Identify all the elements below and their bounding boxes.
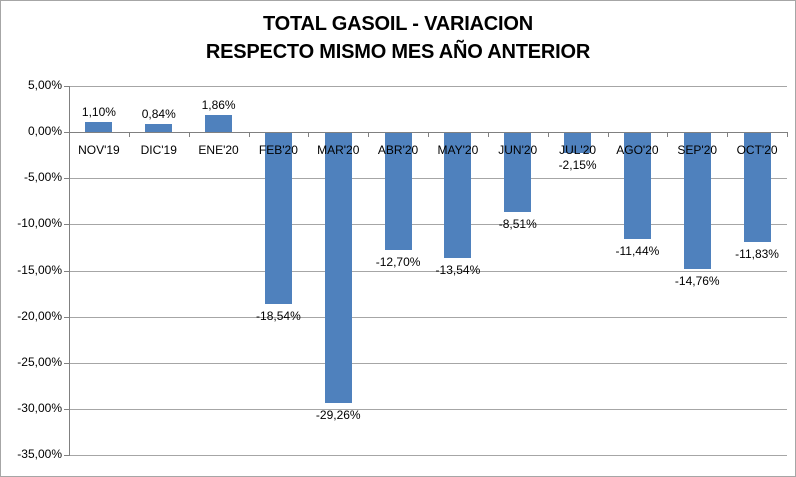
category-label-ene20: ENE'20 — [198, 143, 239, 158]
data-label-jun20: -8,51% — [498, 216, 537, 231]
gridline — [69, 86, 787, 87]
data-label-abr20: -12,70% — [375, 255, 421, 270]
y-axis-tick — [64, 316, 69, 318]
y-axis-label: 5,00% — [27, 78, 62, 92]
category-label-sep20: SEP'20 — [677, 143, 718, 158]
gridline — [69, 224, 787, 226]
data-label-nov19: 1,10% — [81, 104, 116, 119]
category-label-ago20: AGO'20 — [616, 143, 659, 158]
bar-mar20 — [324, 133, 352, 404]
x-axis-tick — [547, 132, 549, 138]
x-axis-tick — [368, 132, 370, 138]
y-axis-line — [69, 86, 70, 456]
bar-ene20 — [205, 114, 233, 133]
bar-sep20 — [683, 133, 711, 270]
bar-may20 — [444, 133, 472, 259]
x-axis-tick — [128, 132, 130, 138]
data-label-mar20: -29,26% — [315, 408, 361, 423]
x-axis-tick — [787, 132, 788, 138]
y-axis-label: -5,00% — [23, 170, 62, 185]
chart-title-line-1: TOTAL GASOIL - VARIACION — [262, 13, 534, 35]
data-label-jul20: -2,15% — [558, 157, 597, 172]
y-axis-tick — [64, 455, 69, 456]
y-axis-label: 0,00% — [27, 124, 62, 139]
chart-title: TOTAL GASOIL - VARIACION RESPECTO MISMO … — [1, 10, 795, 66]
y-axis-label: -30,00% — [17, 400, 62, 415]
y-axis-tick — [64, 86, 69, 87]
x-axis-tick — [428, 132, 429, 138]
category-label-may20: MAY'20 — [437, 143, 479, 158]
category-label-abr20: ABR'20 — [377, 143, 419, 158]
category-label-oct20: OCT'20 — [736, 143, 778, 158]
data-label-may20: -13,54% — [435, 263, 481, 278]
data-label-oct20: -11,83% — [735, 247, 779, 262]
category-label-nov19: NOV'19 — [78, 143, 120, 158]
x-axis-tick — [248, 132, 250, 138]
y-axis-tick — [64, 132, 69, 134]
x-axis-tick — [487, 132, 489, 138]
chart-title-line-2: RESPECTO MISMO MES AÑO ANTERIOR — [205, 41, 591, 63]
data-label-ago20: -11,44% — [615, 243, 660, 258]
gridline — [69, 455, 787, 456]
bar-jun20 — [504, 133, 532, 212]
gridline — [69, 408, 787, 410]
bar-oct20 — [743, 133, 771, 243]
y-axis-tick — [64, 362, 69, 364]
gridline — [69, 316, 787, 318]
bar-dic19 — [145, 124, 173, 133]
gridline — [69, 362, 787, 364]
y-axis-label: -35,00% — [17, 447, 62, 461]
bar-ago20 — [623, 133, 651, 239]
x-axis-tick — [308, 132, 310, 138]
x-axis-tick — [727, 132, 729, 138]
data-label-ene20: 1,86% — [201, 97, 236, 112]
data-label-sep20: -14,76% — [674, 274, 720, 289]
x-axis-tick — [607, 132, 609, 138]
x-axis-tick — [69, 132, 70, 138]
y-axis-label: -25,00% — [17, 354, 62, 369]
gridline — [69, 178, 787, 180]
y-axis-tick — [64, 178, 69, 180]
y-axis-tick — [64, 224, 69, 226]
category-label-feb20: FEB'20 — [258, 143, 298, 158]
data-label-feb20: -18,54% — [256, 309, 301, 324]
category-label-dic19: DIC'19 — [140, 143, 177, 158]
category-label-jul20: JUL'20 — [559, 143, 597, 158]
y-axis-label: -10,00% — [17, 216, 62, 231]
y-axis-label: -15,00% — [17, 262, 62, 277]
gridline — [69, 270, 787, 272]
x-axis-tick — [188, 132, 190, 138]
bar-jul20 — [564, 133, 592, 153]
x-axis-tick — [667, 132, 669, 138]
category-label-jun20: JUN'20 — [498, 143, 538, 158]
bar-feb20 — [264, 133, 292, 305]
bar-abr20 — [384, 133, 412, 251]
category-label-mar20: MAR'20 — [317, 143, 360, 158]
bar-nov19 — [85, 121, 113, 133]
y-axis-label: -20,00% — [17, 308, 62, 323]
data-label-dic19: 0,84% — [141, 107, 176, 122]
y-axis-tick — [64, 270, 69, 272]
y-axis-tick — [64, 408, 69, 410]
